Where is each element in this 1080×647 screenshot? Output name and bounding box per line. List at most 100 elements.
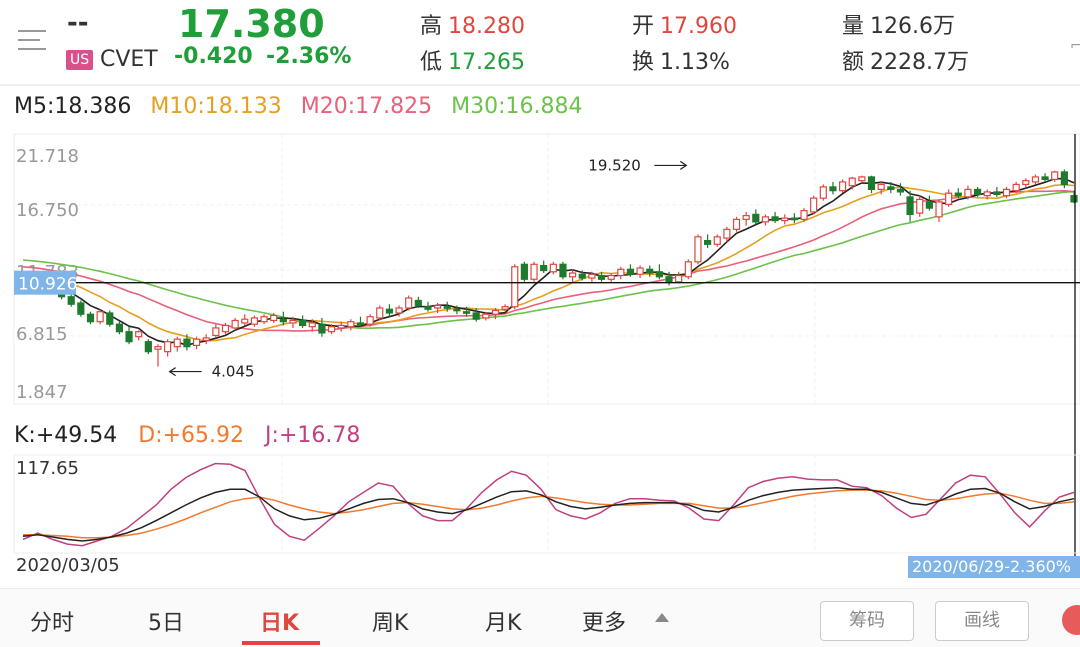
candle xyxy=(289,316,297,328)
ma30-label: M30:16.884 xyxy=(451,94,583,119)
candle xyxy=(964,185,972,200)
amount-stat: 额 2228.7万 xyxy=(842,50,969,75)
candle-body xyxy=(858,176,866,182)
tab-more[interactable]: 更多 xyxy=(582,611,627,636)
candle xyxy=(646,265,654,277)
candle-body xyxy=(578,273,586,279)
candle xyxy=(810,195,818,215)
candle-body xyxy=(77,302,85,315)
candle xyxy=(1060,169,1068,189)
chips-button[interactable]: 筹码 xyxy=(820,601,914,641)
y-tick-label: 1.847 xyxy=(16,382,68,403)
y-tick-label: 21.718 xyxy=(16,146,79,167)
candle-body xyxy=(395,307,403,314)
kdj-d-line xyxy=(23,489,1075,539)
candle xyxy=(732,216,741,232)
tab-day-k[interactable]: 日K xyxy=(260,611,300,636)
candle xyxy=(973,186,982,197)
candle xyxy=(385,304,393,317)
candle xyxy=(1051,170,1059,182)
candle xyxy=(279,311,287,326)
candle-body xyxy=(385,308,393,314)
candle-body xyxy=(993,191,1001,196)
candle xyxy=(877,181,885,195)
candle xyxy=(945,189,953,207)
candle xyxy=(424,301,432,312)
cursor-pct: -2.360% xyxy=(1004,557,1071,576)
candle xyxy=(1002,186,1011,199)
candle xyxy=(742,211,750,226)
candle xyxy=(569,269,577,282)
draw-line-button[interactable]: 画线 xyxy=(935,601,1029,641)
candle xyxy=(578,270,586,281)
ma-legend: M5:18.386 M10:18.133 M20:17.825 M30:16.8… xyxy=(14,94,595,119)
candle-body xyxy=(482,313,490,319)
candle xyxy=(520,261,528,282)
candle xyxy=(192,336,201,350)
candle xyxy=(366,314,374,327)
candle xyxy=(761,214,770,226)
candle xyxy=(771,211,779,224)
candle-body xyxy=(646,268,654,274)
candle xyxy=(164,339,172,357)
menu-icon[interactable] xyxy=(18,28,48,54)
candle-body xyxy=(337,324,345,329)
candle-body xyxy=(549,263,557,273)
candle-body xyxy=(742,215,750,220)
quote-header: -- US CVET 17.380 -0.420 -2.36% 高 18.280 … xyxy=(0,0,1080,84)
ma5-label: M5:18.386 xyxy=(14,94,132,119)
candle xyxy=(781,214,789,225)
candle-body xyxy=(260,316,268,323)
market-badge: US xyxy=(66,50,94,70)
candle xyxy=(327,324,336,335)
candle-body xyxy=(626,268,635,275)
candle xyxy=(414,296,422,308)
candle xyxy=(260,314,268,325)
floating-action-icon[interactable] xyxy=(1062,605,1080,635)
kline-chart[interactable]: 21.71816.75011.7836.8151.84719.5204.0451… xyxy=(0,0,1080,588)
candle-body xyxy=(192,338,201,347)
candle-body xyxy=(1012,183,1020,192)
candle-body xyxy=(829,186,837,192)
candle-body xyxy=(472,312,480,320)
candle-body xyxy=(588,273,596,279)
candle xyxy=(752,209,760,225)
tab-five-day[interactable]: 5日 xyxy=(148,611,184,636)
candle xyxy=(723,226,731,242)
tab-month-k[interactable]: 月K xyxy=(485,611,522,636)
ticker-symbol: CVET xyxy=(100,47,158,72)
candle-body xyxy=(838,181,847,192)
price-change: -0.420 xyxy=(174,44,253,69)
candle-body xyxy=(704,239,712,245)
candle-body xyxy=(945,192,953,205)
candle-body xyxy=(1051,171,1059,181)
candle xyxy=(607,273,615,284)
candle-body xyxy=(732,218,741,230)
candle-body xyxy=(973,188,982,196)
edge-icon: ⌐ xyxy=(1070,38,1080,54)
candle xyxy=(1012,181,1020,194)
main-panel-frame xyxy=(13,133,1080,405)
candle-body xyxy=(761,216,770,223)
candle-body xyxy=(781,217,789,222)
candle xyxy=(858,175,866,184)
triangle-up-icon[interactable] xyxy=(655,613,669,622)
candle xyxy=(144,339,152,355)
tab-week-k[interactable]: 周K xyxy=(372,611,409,636)
candle-body xyxy=(1031,176,1040,183)
price-change-pct: -2.36% xyxy=(266,44,352,69)
candle xyxy=(887,181,895,194)
candle xyxy=(347,319,355,331)
candle-body xyxy=(289,319,297,324)
y-tick-label: 6.815 xyxy=(16,324,68,345)
cursor-date: 2020/06/29 xyxy=(912,557,1005,576)
candle xyxy=(617,266,625,280)
ma10-label: M10:18.133 xyxy=(150,94,282,119)
crosshair-value-label: 10.926 xyxy=(18,275,77,295)
candle-body xyxy=(713,236,721,245)
candle xyxy=(530,261,538,282)
candle-body xyxy=(954,192,962,197)
tab-fenshi[interactable]: 分时 xyxy=(30,611,75,636)
ma20-label: M20:17.825 xyxy=(300,94,433,119)
candle-body xyxy=(106,312,114,325)
